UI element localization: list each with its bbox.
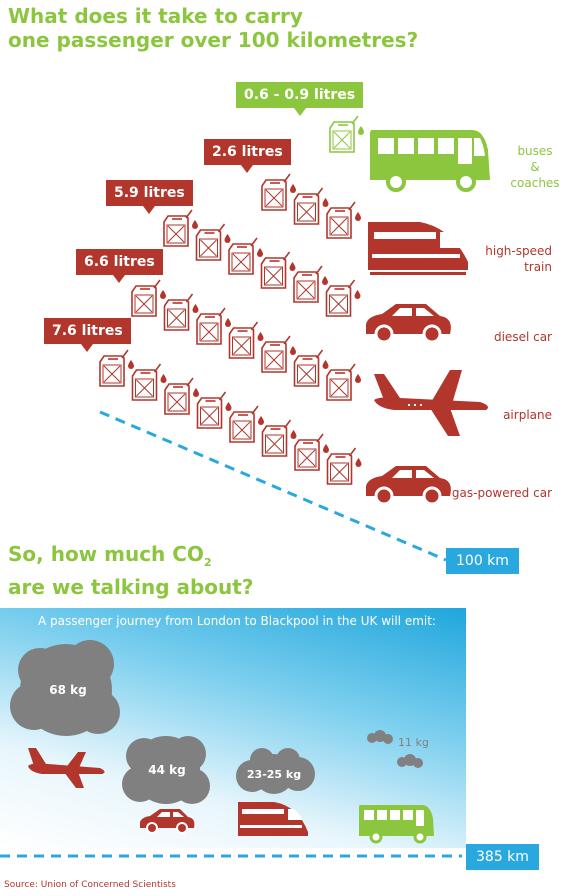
page-title-line2: one passenger over 100 kilometres? <box>8 28 419 52</box>
co2-title-sub: 2 <box>203 556 212 569</box>
car-icon-gas <box>366 466 451 506</box>
page-title-line1: What does it take to carry <box>8 4 303 28</box>
mode-label-train-line2: train <box>524 260 552 274</box>
fuel-label-train: 2.6 litres <box>204 139 291 173</box>
fuel-label-airplane: 6.6 litres <box>76 249 163 283</box>
co2-title-line2: are we talking about? <box>8 575 254 599</box>
cloud-icon-23-25kg <box>236 748 315 794</box>
co2-value-car: 44 kg <box>148 763 185 777</box>
mode-label-bus-line3: coaches <box>510 176 560 190</box>
bus-icon <box>370 130 490 192</box>
co2-caption: A passenger journey from London to Black… <box>38 614 436 628</box>
mode-label-bus-line2: & <box>530 160 540 174</box>
cloud-icon-11kg-b <box>397 754 423 768</box>
car-icon-small <box>140 809 195 834</box>
cloud-icon-68kg <box>10 640 120 736</box>
airplane-icon <box>374 370 488 436</box>
mode-label-train-line1: high-speed <box>485 244 552 258</box>
mode-label-gas: gas-powered car <box>451 486 552 500</box>
car-icon-diesel <box>366 304 451 344</box>
co2-value-train: 23-25 kg <box>247 768 301 781</box>
co2-value-bus: 11 kg <box>398 736 429 749</box>
distance-label-385km: 385 km <box>466 844 539 870</box>
co2-value-airplane: 68 kg <box>49 683 86 697</box>
bus-icon-small <box>359 805 434 844</box>
train-icon <box>368 222 468 275</box>
co2-title-part1: So, how much CO <box>8 542 204 566</box>
fuel-label-diesel: 5.9 litres <box>106 180 193 214</box>
distance-label-100km: 100 km <box>446 548 519 574</box>
source-note: Source: Union of Concerned Scientists <box>4 880 176 890</box>
fuel-chart-graphics <box>99 115 490 562</box>
mode-label-train: high-speed train <box>485 243 552 275</box>
fuel-label-gas: 7.6 litres <box>44 318 131 352</box>
train-icon-small <box>238 802 308 836</box>
co2-title: So, how much CO2 are we talking about? <box>8 542 253 599</box>
cloud-icon-44kg <box>122 736 210 804</box>
mode-label-bus-line1: buses <box>517 144 553 158</box>
fuel-label-bus: 0.6 - 0.9 litres <box>236 82 364 116</box>
mode-label-diesel: diesel car <box>493 330 552 344</box>
cloud-icon-11kg-a <box>367 730 393 744</box>
mode-label-airplane: airplane <box>503 408 552 422</box>
airplane-icon-small <box>28 748 105 788</box>
distance-line-100km <box>99 410 447 562</box>
mode-label-bus: buses & coaches <box>510 143 560 191</box>
